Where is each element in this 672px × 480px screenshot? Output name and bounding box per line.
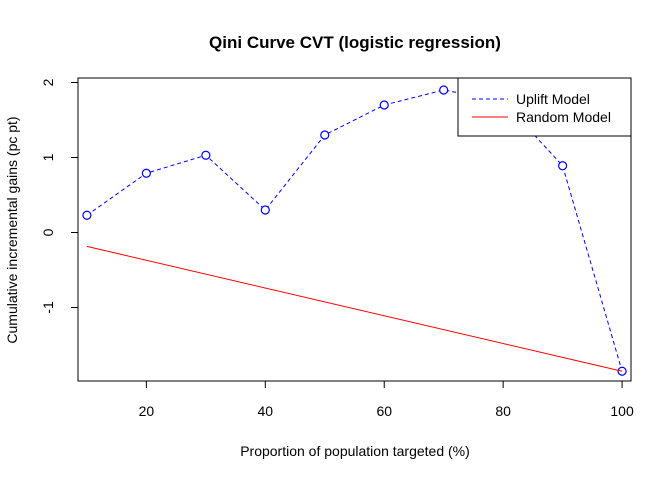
y-tick-label: 1	[40, 153, 56, 161]
y-axis: -1 0 1 2	[40, 78, 79, 314]
x-axis: 20 40 60 80 100	[139, 380, 634, 419]
data-point	[260, 205, 270, 215]
data-point	[141, 168, 151, 178]
series-line-uplift-model	[86, 89, 623, 372]
x-tick-label: 100	[610, 403, 634, 419]
legend-label-random-model: Random Model	[516, 109, 611, 125]
data-point	[201, 150, 211, 160]
y-tick-label: 0	[40, 228, 56, 236]
legend-box	[457, 77, 632, 137]
data-point	[379, 100, 389, 110]
series-line-random-model	[86, 245, 623, 372]
y-tick-label: -1	[40, 301, 56, 314]
chart-title: Qini Curve CVT (logistic regression)	[209, 33, 501, 52]
legend: Uplift Model Random Model	[457, 77, 632, 137]
x-tick-label: 60	[376, 403, 392, 419]
x-axis-label: Proportion of population targeted (%)	[240, 443, 470, 459]
data-point	[439, 85, 449, 95]
y-axis-label: Cumulative incremental gains (pc pt)	[4, 116, 20, 343]
data-point	[558, 161, 568, 171]
data-point	[82, 210, 92, 220]
x-tick-label: 80	[495, 403, 511, 419]
data-point	[320, 130, 330, 140]
x-tick-label: 20	[139, 403, 155, 419]
series-layer	[82, 85, 627, 376]
y-tick-label: 2	[40, 78, 56, 86]
legend-label-uplift-model: Uplift Model	[516, 91, 590, 107]
x-tick-label: 40	[258, 403, 274, 419]
